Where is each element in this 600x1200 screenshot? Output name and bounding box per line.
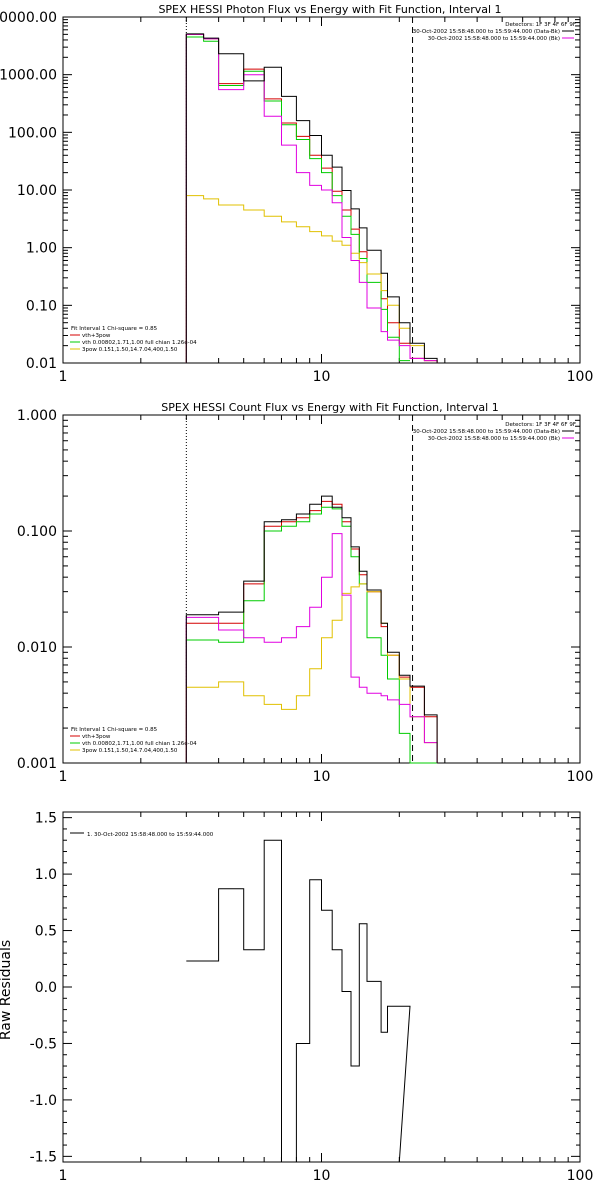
series-line-0 (186, 839, 411, 1163)
y-tick-label: 0.010 (17, 640, 57, 656)
data-interval-label: 30-Oct-2002 15:58:48.000 to 15:59:44.000… (413, 29, 560, 35)
chart-title: SPEX HESSI Photon Flux vs Energy with Fi… (158, 3, 501, 16)
y-tick-label: 0.10 (26, 298, 57, 314)
y-tick-label: -1.0 (30, 1093, 57, 1109)
y-tick-label: 0.5 (35, 924, 57, 940)
legend-label-vth-3pow: vth+3pow (82, 734, 111, 740)
y-tick-label: -0.5 (30, 1036, 57, 1052)
y-tick-label: 10000.00 (0, 10, 57, 26)
x-tick-label: 1 (59, 769, 68, 785)
series-line-3 (185, 533, 438, 763)
fit-interval-label: Fit Interval 1 Chi-square = 0.85 (71, 326, 158, 332)
x-tick-label: 100 (567, 1168, 594, 1184)
x-tick-label: 100 (567, 369, 594, 385)
series-line-1 (185, 36, 410, 363)
y-tick-label: 1000.00 (0, 68, 57, 84)
legend-label-3pow: 3pow 0.151,1.50,14.7.04,400,1.50 (82, 748, 178, 754)
y-tick-label: 1.000 (17, 408, 57, 424)
legend-label-vth: vth 0.00802,1.71,1.00 full chian 1.26e-0… (82, 741, 197, 747)
detectors-label: Detectors: 1F 3F 4F 6F 9F (505, 22, 576, 28)
x-tick-label: 10 (313, 1168, 331, 1184)
y-tick-label: -1.5 (30, 1149, 57, 1165)
series-line-1 (185, 506, 438, 764)
legend-label-3pow: 3pow 0.151,1.50,14.7.04,400,1.50 (82, 347, 178, 353)
series-line-3 (185, 33, 438, 363)
series-line-4 (185, 495, 438, 763)
y-tick-label: 1.0 (35, 867, 57, 883)
bk-interval-label: 30-Oct-2002 15:58:48.000 to 15:59:44.000… (428, 36, 560, 42)
plot-frame (62, 811, 581, 1163)
bk-interval-label: 30-Oct-2002 15:58:48.000 to 15:59:44.000… (428, 436, 560, 442)
y-tick-label: 1.00 (26, 241, 57, 257)
fit-interval-label: Fit Interval 1 Chi-square = 0.85 (71, 727, 158, 733)
y-tick-label: 100.00 (8, 125, 57, 141)
x-tick-label: 10 (313, 769, 331, 785)
x-tick-label: 10 (313, 369, 331, 385)
y-tick-label: 0.100 (17, 524, 57, 540)
x-tick-label: 1 (59, 369, 68, 385)
legend-label-residuals: 1. 30-Oct-2002 15:58:48.000 to 15:59:44.… (87, 832, 214, 838)
y-axis-label: Raw Residuals (0, 940, 14, 1040)
count-flux-panel: SPEX HESSI Count Flux vs Energy with Fit… (17, 401, 593, 785)
y-tick-label: 0.0 (35, 980, 57, 996)
legend-label-vth: vth 0.00802,1.71,1.00 full chian 1.26e-0… (82, 340, 197, 346)
y-tick-label: 0.01 (26, 356, 57, 372)
series-line-4 (185, 33, 438, 363)
x-tick-label: 100 (567, 769, 594, 785)
residuals-panel: Raw Residuals 1. 30-Oct-2002 15:58:48.00… (0, 811, 593, 1184)
y-tick-label: 1.5 (35, 811, 57, 827)
y-tick-label: 10.00 (17, 183, 57, 199)
y-tick-label: 0.001 (17, 756, 57, 772)
data-interval-label: 30-Oct-2002 15:58:48.000 to 15:59:44.000… (413, 429, 560, 435)
chart-title: SPEX HESSI Count Flux vs Energy with Fit… (161, 401, 498, 414)
legend-label-vth-3pow: vth+3pow (82, 333, 111, 339)
x-tick-label: 1 (59, 1168, 68, 1184)
detectors-label: Detectors: 1F 3F 4F 6F 9F (505, 422, 576, 428)
photon-flux-panel: SPEX HESSI Photon Flux vs Energy with Fi… (0, 3, 593, 385)
